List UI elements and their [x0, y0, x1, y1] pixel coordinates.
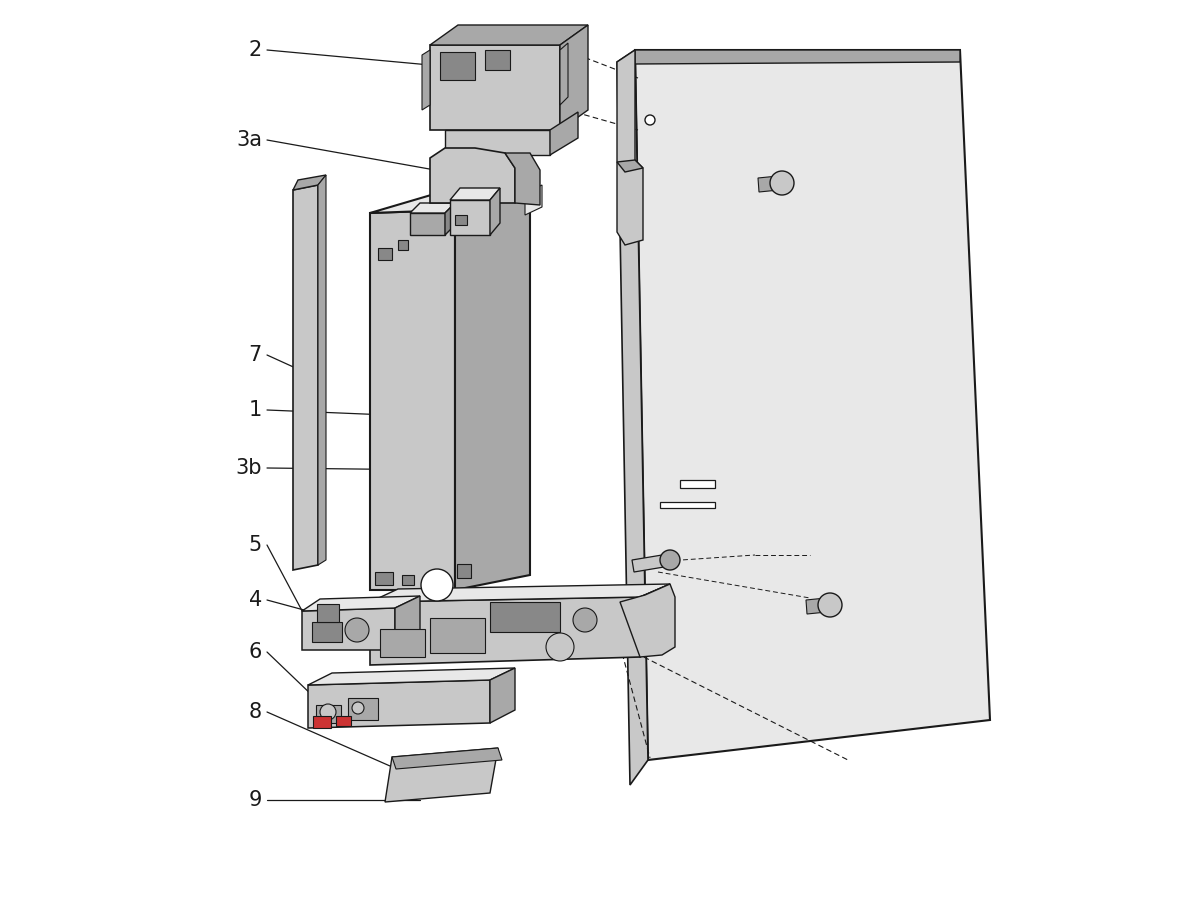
Bar — [402, 575, 414, 585]
Polygon shape — [410, 203, 455, 213]
Bar — [380, 629, 425, 657]
Polygon shape — [640, 584, 670, 657]
Text: 3b: 3b — [235, 458, 262, 478]
Polygon shape — [430, 148, 515, 203]
Polygon shape — [302, 608, 395, 650]
Text: 4: 4 — [248, 590, 262, 610]
Polygon shape — [430, 25, 588, 45]
Bar — [490, 602, 560, 632]
Polygon shape — [370, 210, 455, 590]
Polygon shape — [635, 50, 960, 64]
Polygon shape — [617, 50, 643, 245]
Circle shape — [346, 618, 370, 642]
Polygon shape — [632, 554, 670, 572]
Text: 1: 1 — [248, 400, 262, 420]
Polygon shape — [302, 596, 420, 611]
Polygon shape — [620, 584, 674, 657]
Polygon shape — [450, 188, 500, 200]
Polygon shape — [293, 175, 326, 190]
Polygon shape — [293, 185, 318, 570]
Polygon shape — [370, 597, 640, 665]
Bar — [317, 604, 340, 622]
Polygon shape — [560, 43, 568, 105]
Polygon shape — [445, 203, 455, 235]
Bar — [680, 480, 715, 488]
Bar — [455, 215, 467, 225]
Circle shape — [646, 115, 655, 125]
Circle shape — [770, 171, 794, 195]
Polygon shape — [445, 130, 550, 155]
Text: 2: 2 — [248, 40, 262, 60]
Bar — [316, 705, 341, 723]
Polygon shape — [370, 185, 530, 213]
Polygon shape — [430, 45, 560, 130]
Polygon shape — [550, 112, 578, 155]
Polygon shape — [490, 188, 500, 235]
Polygon shape — [490, 668, 515, 723]
Bar — [374, 572, 394, 585]
Polygon shape — [318, 175, 326, 565]
Polygon shape — [385, 748, 498, 802]
Bar — [398, 240, 408, 250]
Bar — [378, 248, 392, 260]
Polygon shape — [308, 668, 515, 685]
Text: 9: 9 — [248, 790, 262, 810]
Text: 3a: 3a — [236, 130, 262, 150]
Bar — [460, 219, 470, 227]
Polygon shape — [395, 596, 420, 650]
Text: 6: 6 — [248, 642, 262, 662]
Bar — [430, 618, 485, 653]
Polygon shape — [392, 748, 502, 769]
Circle shape — [546, 633, 574, 661]
Polygon shape — [455, 193, 530, 590]
Polygon shape — [370, 584, 670, 602]
Polygon shape — [308, 680, 490, 728]
Circle shape — [660, 550, 680, 570]
Text: 7: 7 — [248, 345, 262, 365]
Bar — [660, 502, 715, 508]
Bar — [440, 52, 475, 80]
Polygon shape — [806, 598, 827, 614]
Polygon shape — [560, 25, 588, 130]
Text: 8: 8 — [248, 702, 262, 722]
Polygon shape — [450, 200, 490, 235]
Bar — [485, 50, 510, 70]
Bar — [312, 622, 342, 642]
Circle shape — [421, 569, 454, 601]
Polygon shape — [422, 50, 430, 110]
Polygon shape — [617, 160, 643, 172]
Polygon shape — [526, 185, 542, 215]
Bar — [457, 564, 470, 578]
Bar — [348, 698, 378, 720]
Polygon shape — [758, 176, 779, 192]
Text: 5: 5 — [248, 535, 262, 555]
Bar — [336, 716, 352, 726]
Polygon shape — [505, 153, 540, 205]
Polygon shape — [617, 50, 648, 785]
Polygon shape — [635, 50, 990, 760]
Bar — [313, 716, 331, 728]
Polygon shape — [410, 213, 445, 235]
Circle shape — [818, 593, 842, 617]
Circle shape — [320, 704, 336, 720]
Circle shape — [352, 702, 364, 714]
Circle shape — [574, 608, 598, 632]
